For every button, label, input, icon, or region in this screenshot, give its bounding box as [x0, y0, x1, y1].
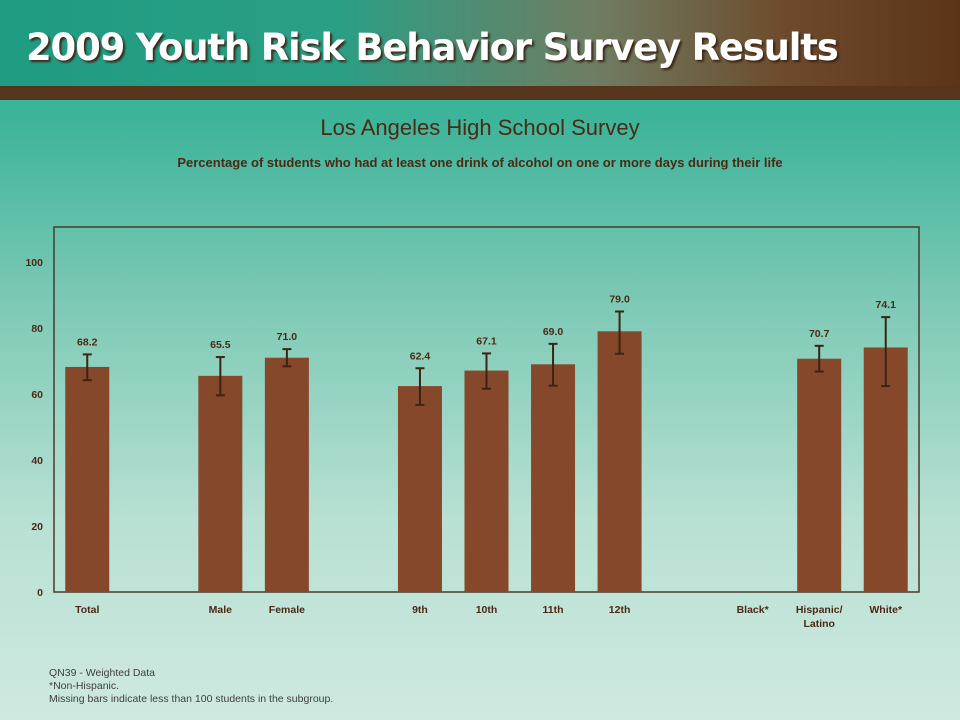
bar: [531, 364, 576, 592]
y-tick-label: 100: [25, 257, 43, 269]
bar: [397, 386, 442, 592]
value-label: 67.1: [476, 335, 497, 347]
y-tick-label: 20: [31, 521, 43, 533]
bars-group: [65, 331, 908, 592]
value-label: 69.0: [543, 326, 564, 338]
x-tick-label: Black*: [737, 604, 770, 616]
bar: [597, 331, 642, 592]
value-label: 68.2: [77, 336, 98, 348]
x-tick-label: 12th: [609, 604, 631, 616]
header-divider: [0, 86, 960, 100]
bar: [264, 357, 309, 592]
value-label: 62.4: [410, 350, 431, 362]
chart-title: Los Angeles High School Survey: [320, 115, 640, 140]
x-tick-label: Total: [75, 604, 99, 616]
value-label: 74.1: [876, 299, 897, 311]
page-title: 2009 Youth Risk Behavior Survey Results: [26, 26, 839, 69]
bar: [863, 347, 908, 592]
footnote-data-source: QN39 - Weighted Data: [49, 667, 156, 679]
y-tick-label: 80: [31, 323, 43, 335]
bar: [198, 375, 243, 592]
x-tick-label: 9th: [412, 604, 428, 616]
x-tick-label: 10th: [476, 604, 498, 616]
footnote-missing-bars: Missing bars indicate less than 100 stud…: [49, 693, 334, 705]
bar: [65, 366, 110, 592]
chart-subtitle: Percentage of students who had at least …: [177, 155, 783, 170]
x-tick-label: Male: [209, 604, 233, 616]
footnote-non-hispanic: *Non-Hispanic.: [49, 680, 120, 692]
value-label: 70.7: [809, 328, 830, 340]
y-tick-label: 0: [37, 587, 43, 599]
y-tick-label: 60: [31, 389, 43, 401]
y-axis: 0 20 40 60 80 100: [25, 257, 43, 599]
error-bars-group: [82, 310, 891, 406]
value-label: 65.5: [210, 339, 231, 351]
y-tick-label: 40: [31, 455, 43, 467]
bar: [464, 370, 509, 592]
x-tick-label: Hispanic/Latino: [796, 604, 843, 630]
x-tick-label: Female: [269, 604, 305, 616]
value-label: 79.0: [609, 294, 630, 306]
x-tick-label: White*: [869, 604, 903, 616]
x-tick-label: 11th: [543, 604, 564, 616]
footnotes: QN39 - Weighted Data *Non-Hispanic. Miss…: [49, 667, 333, 706]
value-labels-group: 68.2 65.5 71.0 62.4 67.1 69.0 79.0 70.7 74.1: [77, 294, 896, 363]
header-banner: [0, 0, 960, 86]
x-labels-group: Total Male Female 9th 10th 11th 12th Black* Hisp…: [75, 604, 903, 630]
bar: [797, 358, 842, 592]
value-label: 71.0: [277, 331, 298, 343]
